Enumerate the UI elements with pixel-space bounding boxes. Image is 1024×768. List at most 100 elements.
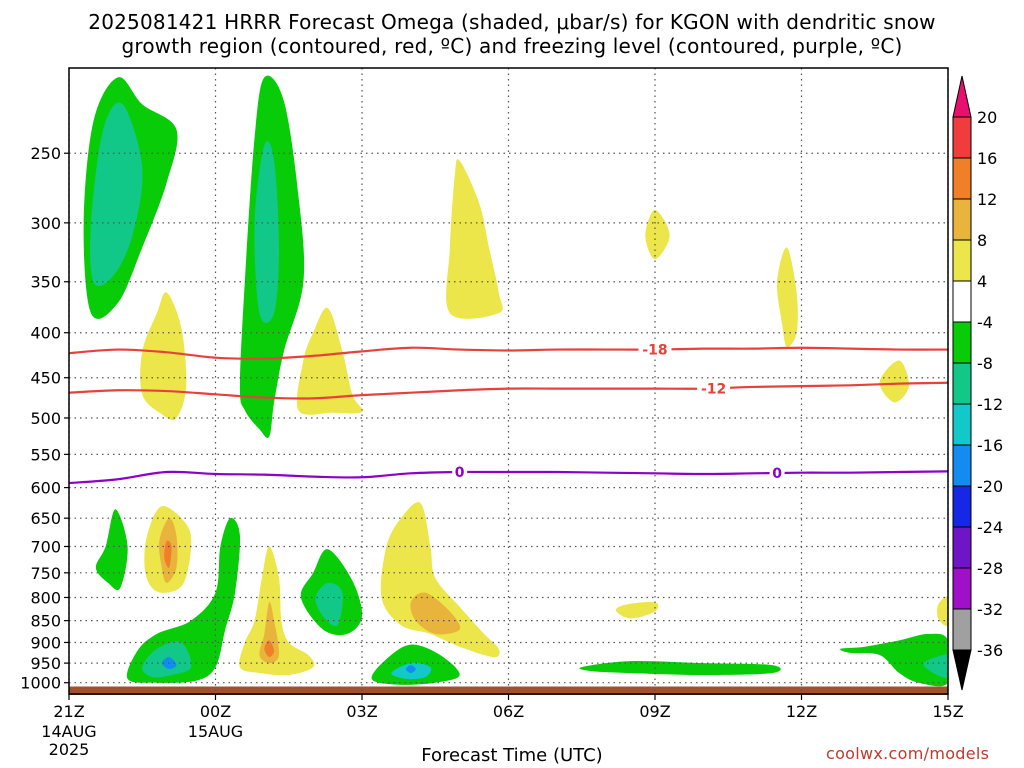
omega-region	[160, 343, 173, 400]
y-tick-label: 350	[30, 273, 61, 292]
omega-region	[296, 307, 363, 415]
chart-subtitle: growth region (contoured, red, ºC) and f…	[121, 34, 903, 58]
colorbar-box	[952, 485, 972, 528]
y-tick-label: 650	[30, 509, 61, 528]
omega-fields	[83, 75, 948, 687]
omega-region	[615, 601, 659, 619]
colorbar-label: 16	[977, 149, 997, 168]
omega-region	[90, 102, 143, 286]
colorbar: 20 16 12 8 4 -4 -8 -12 -16 -20 -24 -28 -32 -36	[952, 75, 1003, 691]
colorbar-top-arrow	[952, 75, 972, 118]
x-axis-label: Forecast Time (UTC)	[421, 745, 603, 766]
y-tick-label: 950	[30, 654, 61, 673]
colorbar-box	[952, 567, 972, 610]
colorbar-box	[952, 321, 972, 364]
omega-region	[645, 209, 670, 260]
colorbar-box	[952, 239, 972, 282]
colorbar-label: -4	[977, 313, 993, 332]
colorbar-box	[952, 526, 972, 569]
contour-label: -12	[701, 381, 726, 397]
contour-label-bg	[769, 465, 785, 482]
omega-region	[879, 360, 910, 403]
colorbar-box	[952, 362, 972, 405]
omega-region	[840, 633, 948, 687]
omega-region	[264, 640, 275, 658]
y-axis: 250 300 350 400 450 500 550 600 650 700 750 800 850 9…	[20, 144, 69, 693]
colorbar-box	[952, 403, 972, 446]
colorbar-label: -20	[977, 477, 1003, 496]
y-tick-label: 550	[30, 445, 61, 464]
x-tick-year: 2025	[49, 740, 90, 759]
omega-region	[254, 141, 279, 323]
colorbar-box	[952, 198, 972, 241]
chart-title: 2025081421 HRRR Forecast Omega (shaded, …	[88, 10, 936, 34]
x-tick-label: 03Z	[346, 702, 377, 721]
colorbar-label: -16	[977, 436, 1003, 455]
contour-label-bg	[697, 380, 731, 397]
contour-label-bg	[638, 341, 672, 358]
contour-label-bg	[452, 464, 468, 481]
contour-label: 0	[772, 466, 782, 482]
omega-region	[239, 546, 315, 676]
colorbar-box	[952, 444, 972, 487]
colorbar-label: 20	[977, 108, 997, 127]
y-tick-label: 850	[30, 612, 61, 631]
grid-lines	[68, 68, 949, 694]
omega-region	[923, 654, 948, 678]
colorbar-label: -32	[977, 600, 1003, 619]
y-tick-label: 250	[30, 144, 61, 163]
colorbar-box	[952, 116, 972, 159]
contour-lines: -18 -12 0 0	[69, 341, 948, 485]
omega-region	[95, 509, 128, 591]
y-tick-label: 450	[30, 369, 61, 388]
omega-region	[315, 582, 343, 627]
omega-region	[405, 665, 416, 674]
colorbar-label: -12	[977, 395, 1003, 414]
contour-label: 0	[455, 465, 465, 481]
contour-label: -18	[642, 343, 667, 359]
y-tick-label: 800	[30, 588, 61, 607]
colorbar-label: 4	[977, 272, 987, 291]
credit-text: coolwx.com/models	[826, 744, 990, 763]
omega-region	[579, 660, 781, 675]
colorbar-box	[952, 608, 972, 651]
omega-region	[164, 540, 172, 568]
colorbar-label: 12	[977, 190, 997, 209]
colorbar-label: -24	[977, 518, 1003, 537]
y-tick-label: 750	[30, 564, 61, 583]
y-tick-label: 700	[30, 537, 61, 556]
x-tick-label: 00Z	[200, 702, 231, 721]
y-tick-label: 500	[30, 409, 61, 428]
x-tick-label: 12Z	[786, 702, 817, 721]
x-tick-label: 21Z	[53, 702, 84, 721]
contour-line	[69, 346, 948, 360]
y-tick-label: 900	[30, 633, 61, 652]
colorbar-label: 8	[977, 231, 987, 250]
y-tick-label: 300	[30, 214, 61, 233]
x-tick-label: 15Z	[932, 702, 963, 721]
contour-line	[69, 470, 948, 485]
omega-region	[259, 601, 280, 664]
colorbar-box	[952, 280, 972, 323]
x-tick-date: 15AUG	[188, 722, 243, 741]
omega-region	[446, 159, 503, 319]
omega-region	[410, 592, 461, 635]
omega-region	[126, 517, 241, 683]
x-tick-label: 09Z	[639, 702, 670, 721]
omega-region	[937, 596, 948, 627]
y-tick-label: 1000	[20, 674, 61, 693]
y-tick-label: 600	[30, 479, 61, 498]
x-tick-date: 14AUG	[41, 722, 96, 741]
contour-line	[69, 381, 948, 400]
x-tick-label: 06Z	[493, 702, 524, 721]
colorbar-label: -28	[977, 559, 1003, 578]
colorbar-bottom-arrow	[952, 649, 972, 691]
omega-region	[380, 502, 500, 658]
colorbar-label: -8	[977, 354, 993, 373]
y-tick-label: 400	[30, 324, 61, 343]
colorbar-box	[952, 157, 972, 200]
omega-region	[776, 247, 798, 348]
colorbar-label: -36	[977, 641, 1003, 660]
